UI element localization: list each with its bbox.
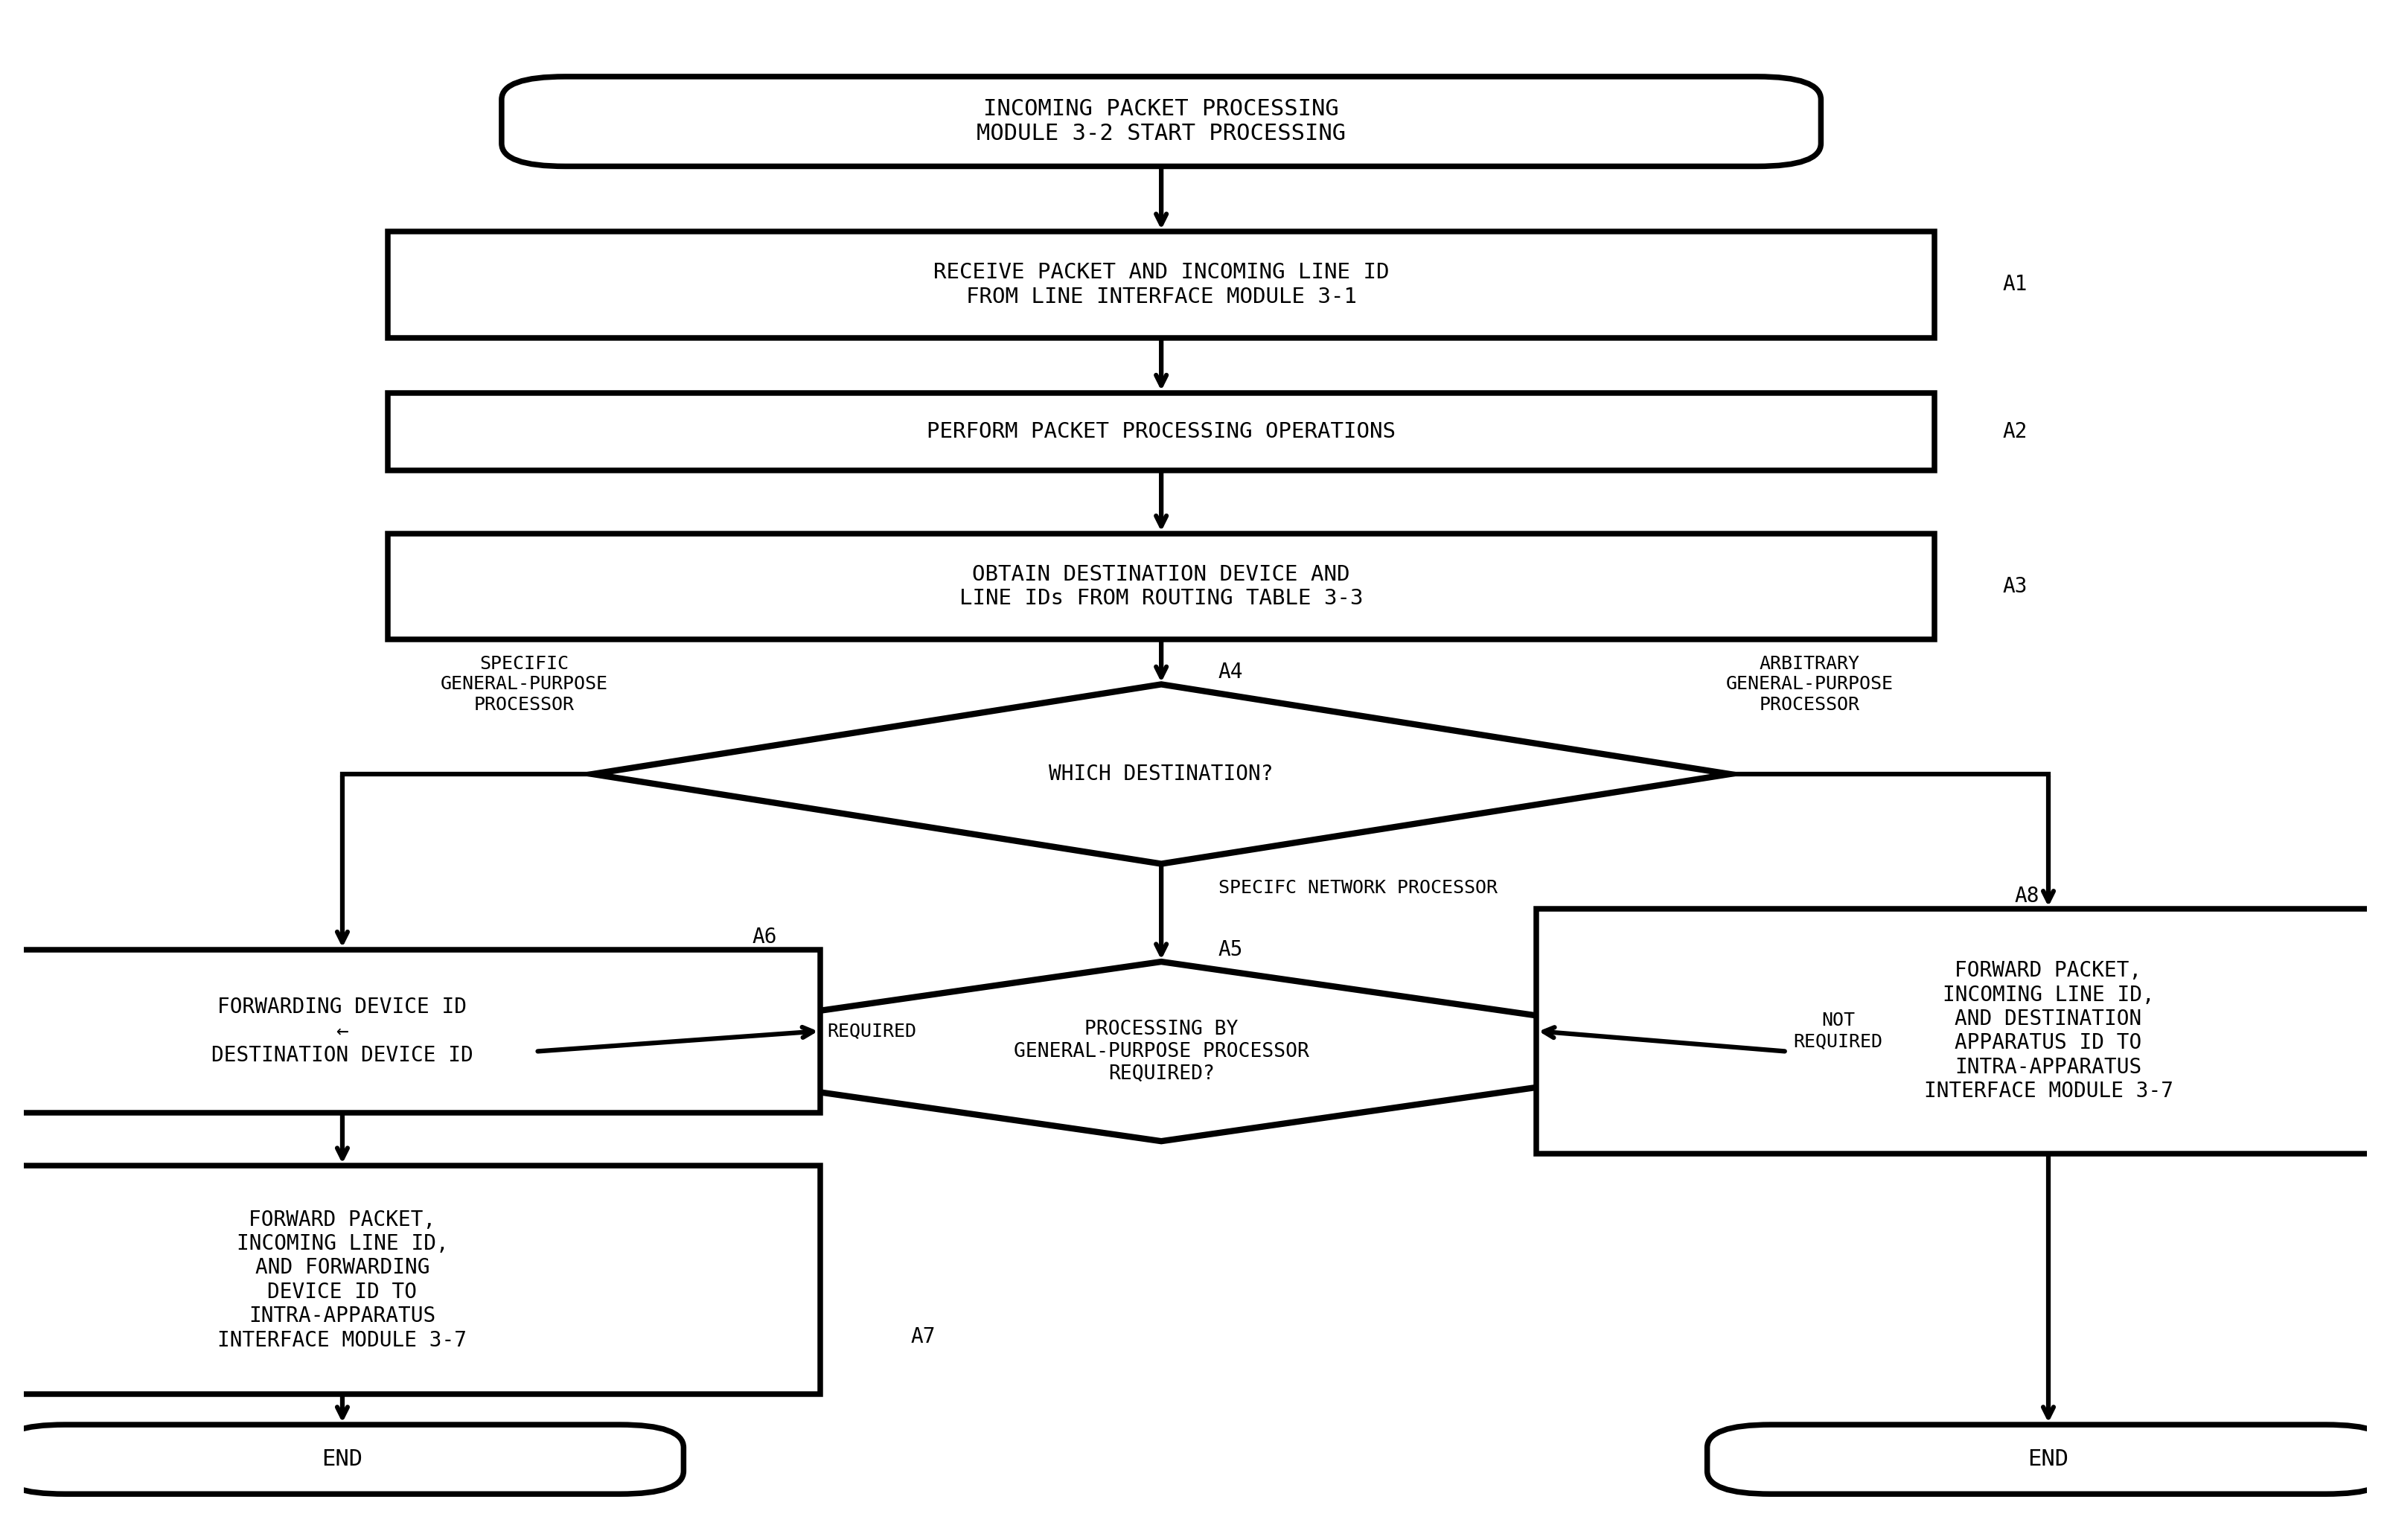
Text: FORWARDING DEVICE ID
←
DESTINATION DEVICE ID: FORWARDING DEVICE ID ← DESTINATION DEVIC…: [210, 996, 473, 1066]
Text: OBTAIN DESTINATION DEVICE AND
LINE IDs FROM ROUTING TABLE 3-3: OBTAIN DESTINATION DEVICE AND LINE IDs F…: [958, 564, 1362, 608]
Text: A4: A4: [1219, 662, 1243, 682]
FancyBboxPatch shape: [502, 77, 1821, 166]
Text: END: END: [323, 1449, 363, 1471]
Text: A6: A6: [750, 927, 777, 947]
FancyBboxPatch shape: [0, 950, 820, 1112]
FancyBboxPatch shape: [1706, 1425, 2390, 1494]
Text: A3: A3: [2003, 576, 2027, 598]
Text: A7: A7: [911, 1326, 934, 1348]
Text: SPECIFIC
GENERAL-PURPOSE
PROCESSOR: SPECIFIC GENERAL-PURPOSE PROCESSOR: [440, 654, 607, 715]
Text: PERFORM PACKET PROCESSING OPERATIONS: PERFORM PACKET PROCESSING OPERATIONS: [927, 420, 1396, 442]
Text: SPECIFC NETWORK PROCESSOR: SPECIFC NETWORK PROCESSOR: [1219, 879, 1496, 898]
FancyBboxPatch shape: [387, 231, 1934, 337]
Text: REQUIRED: REQUIRED: [827, 1023, 915, 1040]
Text: WHICH DESTINATION?: WHICH DESTINATION?: [1049, 764, 1274, 784]
Text: A5: A5: [1219, 939, 1243, 959]
Text: FORWARD PACKET,
INCOMING LINE ID,
AND DESTINATION
APPARATUS ID TO
INTRA-APPARATU: FORWARD PACKET, INCOMING LINE ID, AND DE…: [1924, 961, 2173, 1101]
FancyBboxPatch shape: [387, 393, 1934, 470]
Text: INCOMING PACKET PROCESSING
MODULE 3-2 START PROCESSING: INCOMING PACKET PROCESSING MODULE 3-2 ST…: [975, 99, 1346, 145]
Text: A8: A8: [2015, 886, 2039, 907]
FancyBboxPatch shape: [0, 1166, 820, 1394]
Text: A2: A2: [2003, 420, 2027, 442]
FancyBboxPatch shape: [1537, 909, 2390, 1153]
Text: NOT
REQUIRED: NOT REQUIRED: [1792, 1012, 1883, 1050]
FancyBboxPatch shape: [387, 533, 1934, 639]
Text: RECEIVE PACKET AND INCOMING LINE ID
FROM LINE INTERFACE MODULE 3-1: RECEIVE PACKET AND INCOMING LINE ID FROM…: [932, 262, 1389, 306]
FancyBboxPatch shape: [0, 1425, 684, 1494]
Text: A1: A1: [2003, 274, 2027, 296]
Text: FORWARD PACKET,
INCOMING LINE ID,
AND FORWARDING
DEVICE ID TO
INTRA-APPARATUS
IN: FORWARD PACKET, INCOMING LINE ID, AND FO…: [217, 1209, 466, 1351]
Text: PROCESSING BY
GENERAL-PURPOSE PROCESSOR
REQUIRED?: PROCESSING BY GENERAL-PURPOSE PROCESSOR …: [1013, 1019, 1310, 1084]
Polygon shape: [593, 684, 1730, 864]
Text: END: END: [2027, 1449, 2067, 1471]
Polygon shape: [535, 961, 1785, 1141]
Text: ARBITRARY
GENERAL-PURPOSE
PROCESSOR: ARBITRARY GENERAL-PURPOSE PROCESSOR: [1726, 654, 1893, 715]
